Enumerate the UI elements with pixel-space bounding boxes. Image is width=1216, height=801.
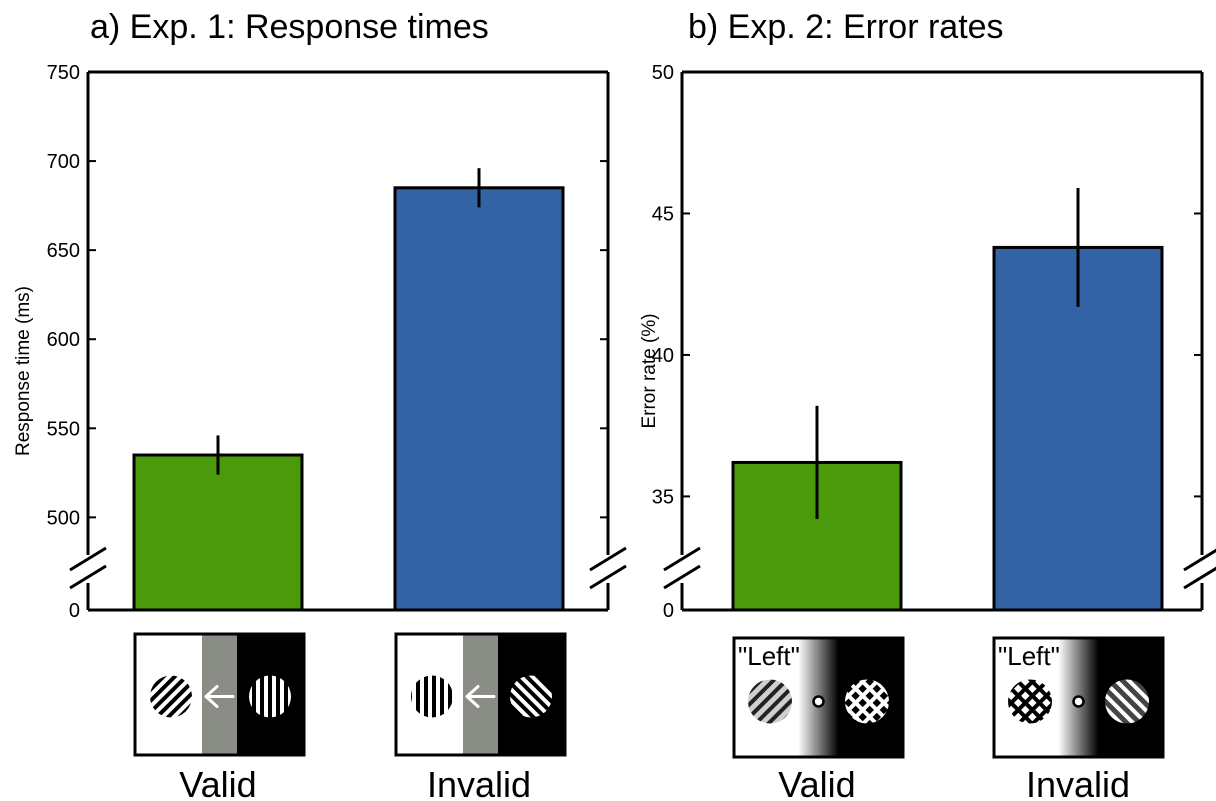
y-tick-label-zero: 0 [663, 600, 674, 622]
axis-break-mark [663, 546, 701, 572]
y-tick-label: 50 [652, 62, 674, 84]
axis-break-mark [589, 546, 627, 572]
y-tick-label: 550 [47, 418, 80, 440]
stimulus-frame [133, 632, 306, 757]
stimulus-frame [732, 636, 905, 759]
axis-break-mark [589, 564, 627, 590]
bar-valid [132, 453, 304, 612]
stimulus-2: "Left" [732, 636, 905, 759]
y-tick-label: 750 [47, 62, 80, 84]
axis-break-mark [1183, 566, 1216, 590]
x-category-label: Invalid [1026, 764, 1130, 801]
y-tick-label: 35 [652, 486, 674, 508]
y-tick-label: 45 [652, 203, 674, 225]
grating-right [845, 679, 889, 724]
y-tick-label-zero: 0 [69, 600, 80, 622]
y-tick-label: 700 [47, 151, 80, 173]
grating-left [1008, 679, 1052, 724]
chart-panel-1: b) Exp. 2: Error rates 35 40 45 50 0 Error rat… [639, 8, 1216, 801]
fixation-dot-icon [812, 695, 825, 708]
chart-panel-0: a) Exp. 1: Response times 500 550 600 650 700… [13, 8, 627, 801]
y-tick-label: 650 [47, 240, 80, 262]
grating-left [748, 679, 792, 724]
stimulus-frame [394, 632, 567, 757]
chart-title: a) Exp. 1: Response times [90, 8, 489, 46]
cue-word: "Left" [738, 641, 800, 671]
stimulus-layer: "Left" "Left" [133, 632, 1165, 759]
grating-left [150, 675, 192, 718]
grating-right [1105, 679, 1149, 724]
y-tick-label: 600 [47, 329, 80, 351]
stimulus-frame [992, 636, 1165, 759]
x-category-label: Valid [778, 764, 855, 801]
arrow-left-icon [204, 685, 235, 708]
y-tick-label: 40 [652, 345, 674, 367]
chart-title: b) Exp. 2: Error rates [688, 8, 1004, 46]
x-category-label: Valid [179, 764, 256, 801]
stimulus-3: "Left" [992, 636, 1165, 759]
fixation-dot-icon [1072, 695, 1085, 708]
cue-word: "Left" [998, 641, 1060, 671]
y-tick-label: 500 [47, 507, 80, 529]
axis-break-mark [1183, 548, 1216, 572]
arrow-left-icon [465, 685, 496, 708]
grating-left [411, 675, 453, 718]
chart-layer: a) Exp. 1: Response times500550600650700… [13, 8, 1216, 801]
y-axis-label: Response time (ms) [13, 286, 34, 456]
y-axis-label: Error rate (%) [639, 313, 660, 428]
grating-right [249, 675, 291, 718]
grating-right [510, 675, 552, 718]
bar-invalid [393, 186, 565, 612]
stimulus-0 [133, 632, 306, 757]
x-category-label: Invalid [427, 764, 531, 801]
axis-break-mark [69, 564, 107, 590]
axis-break-mark [69, 546, 107, 572]
axis-break-mark [663, 564, 701, 590]
stimulus-1 [394, 632, 567, 757]
